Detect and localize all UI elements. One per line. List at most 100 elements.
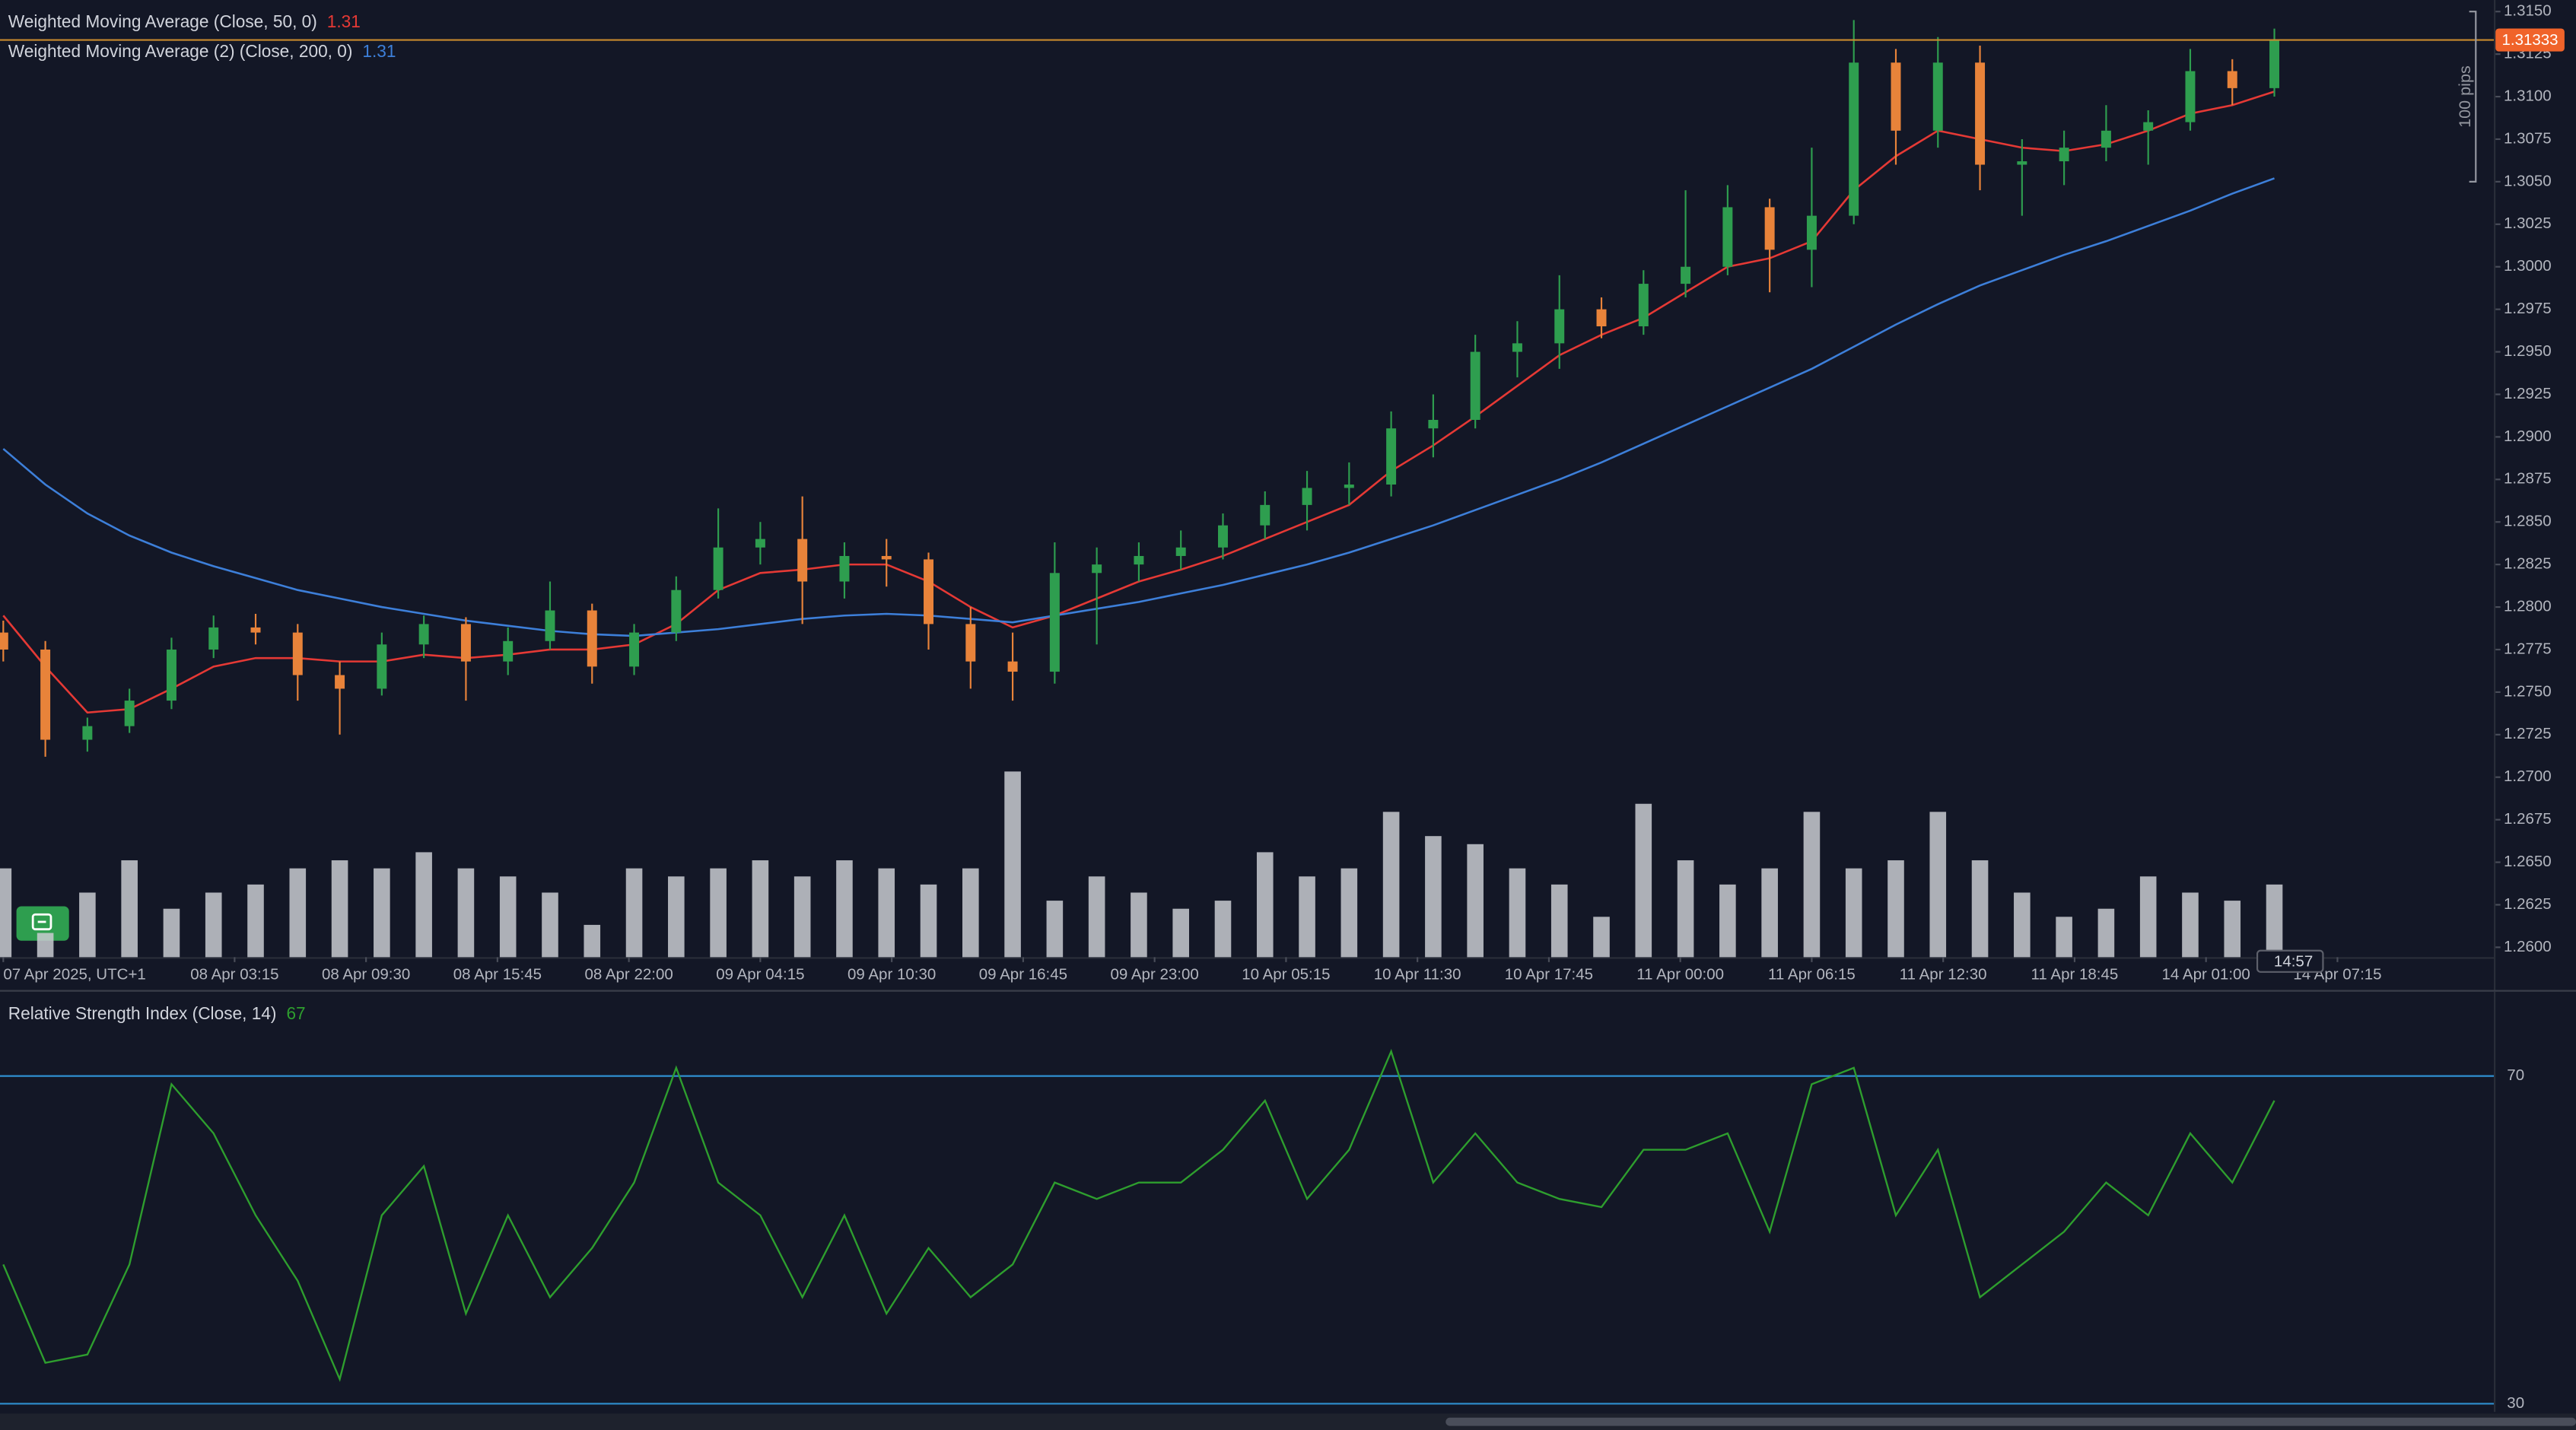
x-tick-label: 09 Apr 23:00 [1111,966,1199,984]
candle-body [1806,215,1817,250]
y-tick-label: 30 [2507,1394,2524,1412]
candle-body [1344,485,1354,488]
x-tick-label: 09 Apr 16:45 [979,966,1067,984]
button-bg[interactable] [16,906,69,941]
x-tick-label: 08 Apr 09:30 [322,966,410,984]
y-tick-label: 1.3100 [2504,87,2552,104]
candle-body [1302,488,1312,505]
y-tick-label: 1.2725 [2504,725,2552,742]
volume-bar [457,868,475,958]
legend-entry: Relative Strength Index (Close, 14) 67 [8,1003,306,1023]
candle-body [1891,62,1901,131]
candle-body [208,627,219,650]
y-tick-label: 1.2625 [2504,895,2552,913]
y-tick-label: 1.2875 [2504,470,2552,488]
volume-bar [1971,860,1989,958]
volume-bar [37,933,54,958]
candle-body [1932,62,1943,131]
candle-body [1975,62,1986,165]
candle-body [881,555,892,560]
rsi-line [2,1048,2275,1382]
candle-body [545,610,555,641]
y-tick-label: 1.2975 [2504,300,2552,317]
volume-bar [793,876,811,958]
volume-bar [1803,812,1821,958]
x-tick-label: 08 Apr 15:45 [453,966,542,984]
x-tick-label: 11 Apr 00:00 [1636,966,1724,984]
y-tick-label: 1.2775 [2504,640,2552,657]
x-tick-label: 11 Apr 12:30 [1900,966,1987,984]
volume-bar [668,876,685,958]
volume-bar [1214,901,1232,958]
x-tick-label: 10 Apr 17:45 [1505,966,1593,984]
volume-bar [1677,860,1694,958]
y-tick-label: 1.2950 [2504,342,2552,360]
price-badge-label: 1.31333 [2501,31,2558,49]
price-badge [2495,28,2565,52]
candle-body [1849,62,1859,216]
candle-body [839,555,850,582]
candle-body [124,701,135,726]
volume-bar [1929,812,1947,958]
candle-body [629,632,640,667]
y-tick-label: 1.2900 [2504,427,2552,445]
candle-body [1681,266,1691,284]
volume-bar [542,892,558,958]
volume-bar [1761,868,1778,958]
x-tick-label: 09 Apr 04:15 [716,966,804,984]
volume-bar [625,868,643,958]
volume-bar [2097,908,2115,958]
volume-bar [1340,868,1358,958]
candle-body [1386,428,1397,485]
volume-bar [2056,917,2072,958]
volume-bar [962,868,979,958]
candle-body [503,640,514,662]
candle-body [2269,40,2280,88]
y-tick-label: 1.2675 [2504,810,2552,828]
y-tick-label: 1.2600 [2504,938,2552,955]
volume-bar [920,884,937,958]
candle-body [2059,148,2069,162]
indicator-button[interactable] [16,906,69,941]
candle-body [82,726,93,740]
candle-body [1092,564,1102,574]
y-tick-label: 1.2925 [2504,385,2552,402]
candle-body [1764,207,1775,250]
legend-entry: Weighted Moving Average (2) (Close, 200,… [8,41,396,61]
volume-bar [1131,892,1147,958]
volume-bar [1719,884,1736,958]
measure-label: 100 pips [2455,65,2474,128]
volume-bar [752,860,769,958]
countdown-box [2256,949,2324,973]
volume-bar [836,860,853,958]
volume-bar [1004,771,1021,958]
volume-bar [1425,836,1442,958]
volume-bar [1299,876,1315,958]
legend-name: Relative Strength Index (Close, 14) [8,1003,277,1023]
candle-body [1260,504,1271,526]
legend-name: Weighted Moving Average (2) (Close, 200,… [8,41,353,61]
candle-body [0,632,8,650]
volume-bar [1887,860,1904,958]
y-tick-label: 1.2750 [2504,682,2552,700]
volume-bar [2266,884,2283,958]
candle-body [797,539,808,582]
scrollbar-thumb[interactable] [1445,1417,2576,1426]
candle-body [2227,71,2237,88]
volume-bar [289,868,307,958]
candle-body [587,610,597,667]
candle-body [1638,284,1649,326]
volume-bar [415,852,432,958]
volume-bar [121,860,138,958]
y-tick-label: 1.3000 [2504,257,2552,275]
volume-bar [0,868,12,958]
volume-bar [1088,876,1105,958]
y-tick-label: 1.2700 [2504,767,2552,785]
x-tick-label: 08 Apr 22:00 [584,966,673,984]
candle-body [1007,661,1018,672]
volume-bar [2224,901,2241,958]
countdown: 14:57 [2274,952,2313,970]
x-tick-label: 11 Apr 06:15 [1768,966,1856,984]
